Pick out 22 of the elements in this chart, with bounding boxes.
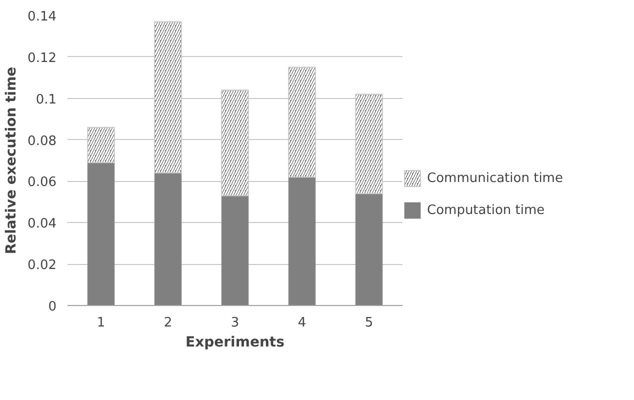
bar [87, 162, 115, 306]
x-tick-label: 2 [164, 316, 172, 330]
x-tick-label: 5 [364, 316, 374, 330]
legend-label: Communication time [427, 170, 563, 186]
x-tick-label: 4 [298, 316, 306, 330]
y-tick-label: 0.02 [28, 258, 57, 274]
legend-label: Computation time [427, 202, 545, 218]
y-tick-label: 0.08 [28, 134, 57, 149]
x-tick-label: 1 [96, 316, 106, 330]
x-axis-title: Experiments [186, 334, 284, 350]
bar [288, 176, 316, 306]
y-tick-label: 0.04 [28, 216, 57, 232]
y-tick-label: 0.06 [28, 175, 57, 190]
y-tick-label: 0.12 [28, 50, 57, 66]
bar [355, 193, 383, 306]
x-tick-label: 3 [230, 316, 240, 330]
y-tick-label: 0.1 [36, 92, 57, 108]
bar [221, 195, 249, 306]
y-tick-label: 0 [48, 300, 57, 314]
y-tick-label: 0.14 [28, 10, 57, 24]
bar [154, 172, 182, 306]
y-axis-title: Relative execution time [4, 66, 20, 254]
